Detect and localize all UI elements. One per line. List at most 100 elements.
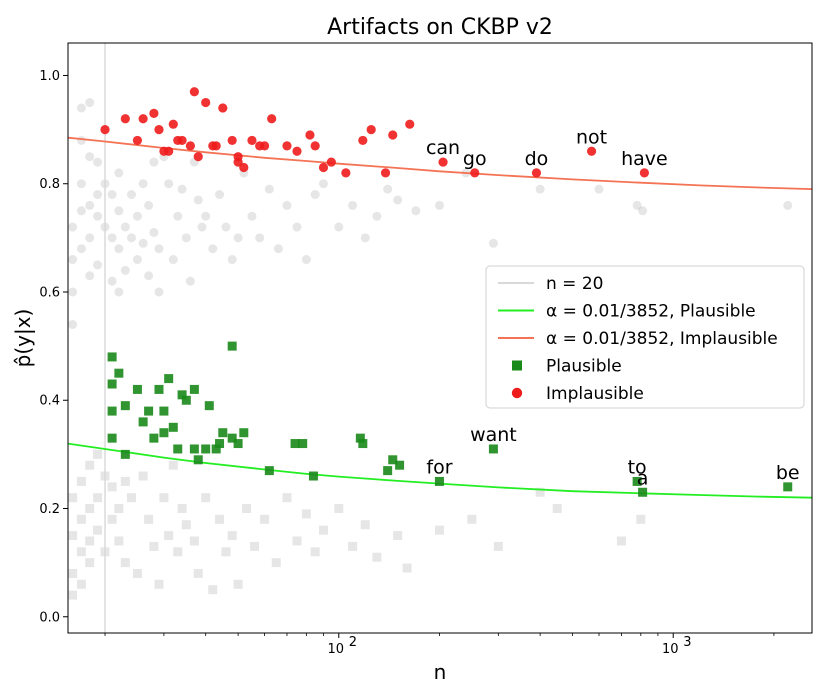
faded-circle-point [181,233,191,243]
plausible-point [638,487,648,497]
faded-square-point [85,460,95,470]
faded-square-point [318,525,328,535]
implausible-point [531,168,542,178]
faded-circle-point [76,206,86,216]
faded-circle-point [149,157,159,167]
implausible-point [326,157,336,167]
faded-circle-point [282,200,292,210]
x-tick-label: 10 [662,642,679,657]
faded-circle-point [93,190,103,200]
faded-square-point [120,476,130,486]
faded-square-point [76,514,86,524]
implausible-curve [68,136,812,190]
implausible-point [247,135,257,146]
implausible-point [100,125,110,135]
implausible-point [120,114,130,124]
plausible-point [159,406,169,416]
faded-circle-point [208,244,218,254]
plausible-point [395,460,405,470]
faded-circle-point [114,168,124,178]
faded-circle-point [68,255,78,265]
implausible-point [282,141,292,151]
faded-circle-point [144,271,154,281]
implausible-point [164,146,174,156]
implausible-point [318,162,329,173]
plausible-point [358,439,368,449]
implausible-point [211,141,221,151]
chart-title: Artifacts on CKBP v2 [327,15,553,40]
faded-circle-point [535,184,545,194]
x-axis-label: n [434,660,447,684]
faded-circle-point [138,238,148,248]
faded-circle-point [85,233,95,243]
plausible-point [488,444,498,454]
x-tick-label: 10 [328,642,345,657]
faded-circle-point [154,244,164,254]
faded-circle-point [114,287,124,297]
plausible-point [201,444,211,454]
faded-circle-point [144,200,154,210]
faded-circle-point [76,135,86,145]
faded-circle-point [132,211,142,221]
plausible-point [290,439,300,449]
faded-circle-point [76,179,86,189]
implausible-point [380,168,391,178]
faded-circle-point [783,200,793,210]
faded-circle-point [273,244,283,254]
plausible-point [164,374,174,384]
faded-circle-point [197,222,207,232]
faded-square-point [76,476,86,486]
y-tick-label: 0.4 [39,394,60,409]
implausible-point [267,114,277,124]
faded-circle-point [120,222,130,232]
legend-label: n = 20 [546,274,603,294]
curves-layer [68,43,812,633]
legend-label: Implausible [546,384,644,404]
faded-square-point [227,531,237,541]
plausible-point [189,444,199,454]
x-tick-exponent: 3 [683,635,691,650]
faded-circle-point [85,271,95,281]
implausible-point [310,141,320,151]
faded-circle-point [227,255,237,265]
faded-circle-point [632,200,642,210]
faded-square-point [181,520,191,530]
faded-square-point [164,531,174,541]
faded-square-point [282,493,292,503]
faded-circle-point [215,190,225,200]
annotation-to: to [628,456,647,478]
implausible-point [388,130,398,140]
plausible-point [177,390,187,400]
plausible-point [355,433,365,443]
implausible-point [218,103,228,113]
faded-square-point [250,541,260,551]
legend-marker-plausible [512,360,522,371]
faded-square-point [107,482,117,492]
plausible-point [149,433,159,443]
faded-square-point [68,493,78,503]
implausible-point [149,108,159,118]
faded-circle-point [85,98,95,108]
faded-circle-point [164,179,174,189]
plausible-point [218,428,228,438]
faded-square-point [360,520,370,530]
x-tick-exponent: 2 [349,635,357,650]
faded-circle-point [107,276,117,286]
faded-circle-point [193,195,203,205]
y-tick-label: 0.2 [39,502,60,517]
faded-square-point [242,504,252,514]
plausible-point [298,439,308,449]
faded-circle-point [127,233,137,243]
plausible-point [632,476,642,486]
faded-square-point [114,536,124,546]
faded-circle-point [255,233,265,243]
implausible-point [305,130,315,140]
y-tick-label: 0.0 [39,610,60,625]
points-layer [100,87,793,497]
implausible-point [292,146,302,156]
faded-circle-point [68,287,78,297]
faded-circle-point [383,184,393,194]
plausible-point [120,449,130,459]
faded-square-point [616,536,626,546]
